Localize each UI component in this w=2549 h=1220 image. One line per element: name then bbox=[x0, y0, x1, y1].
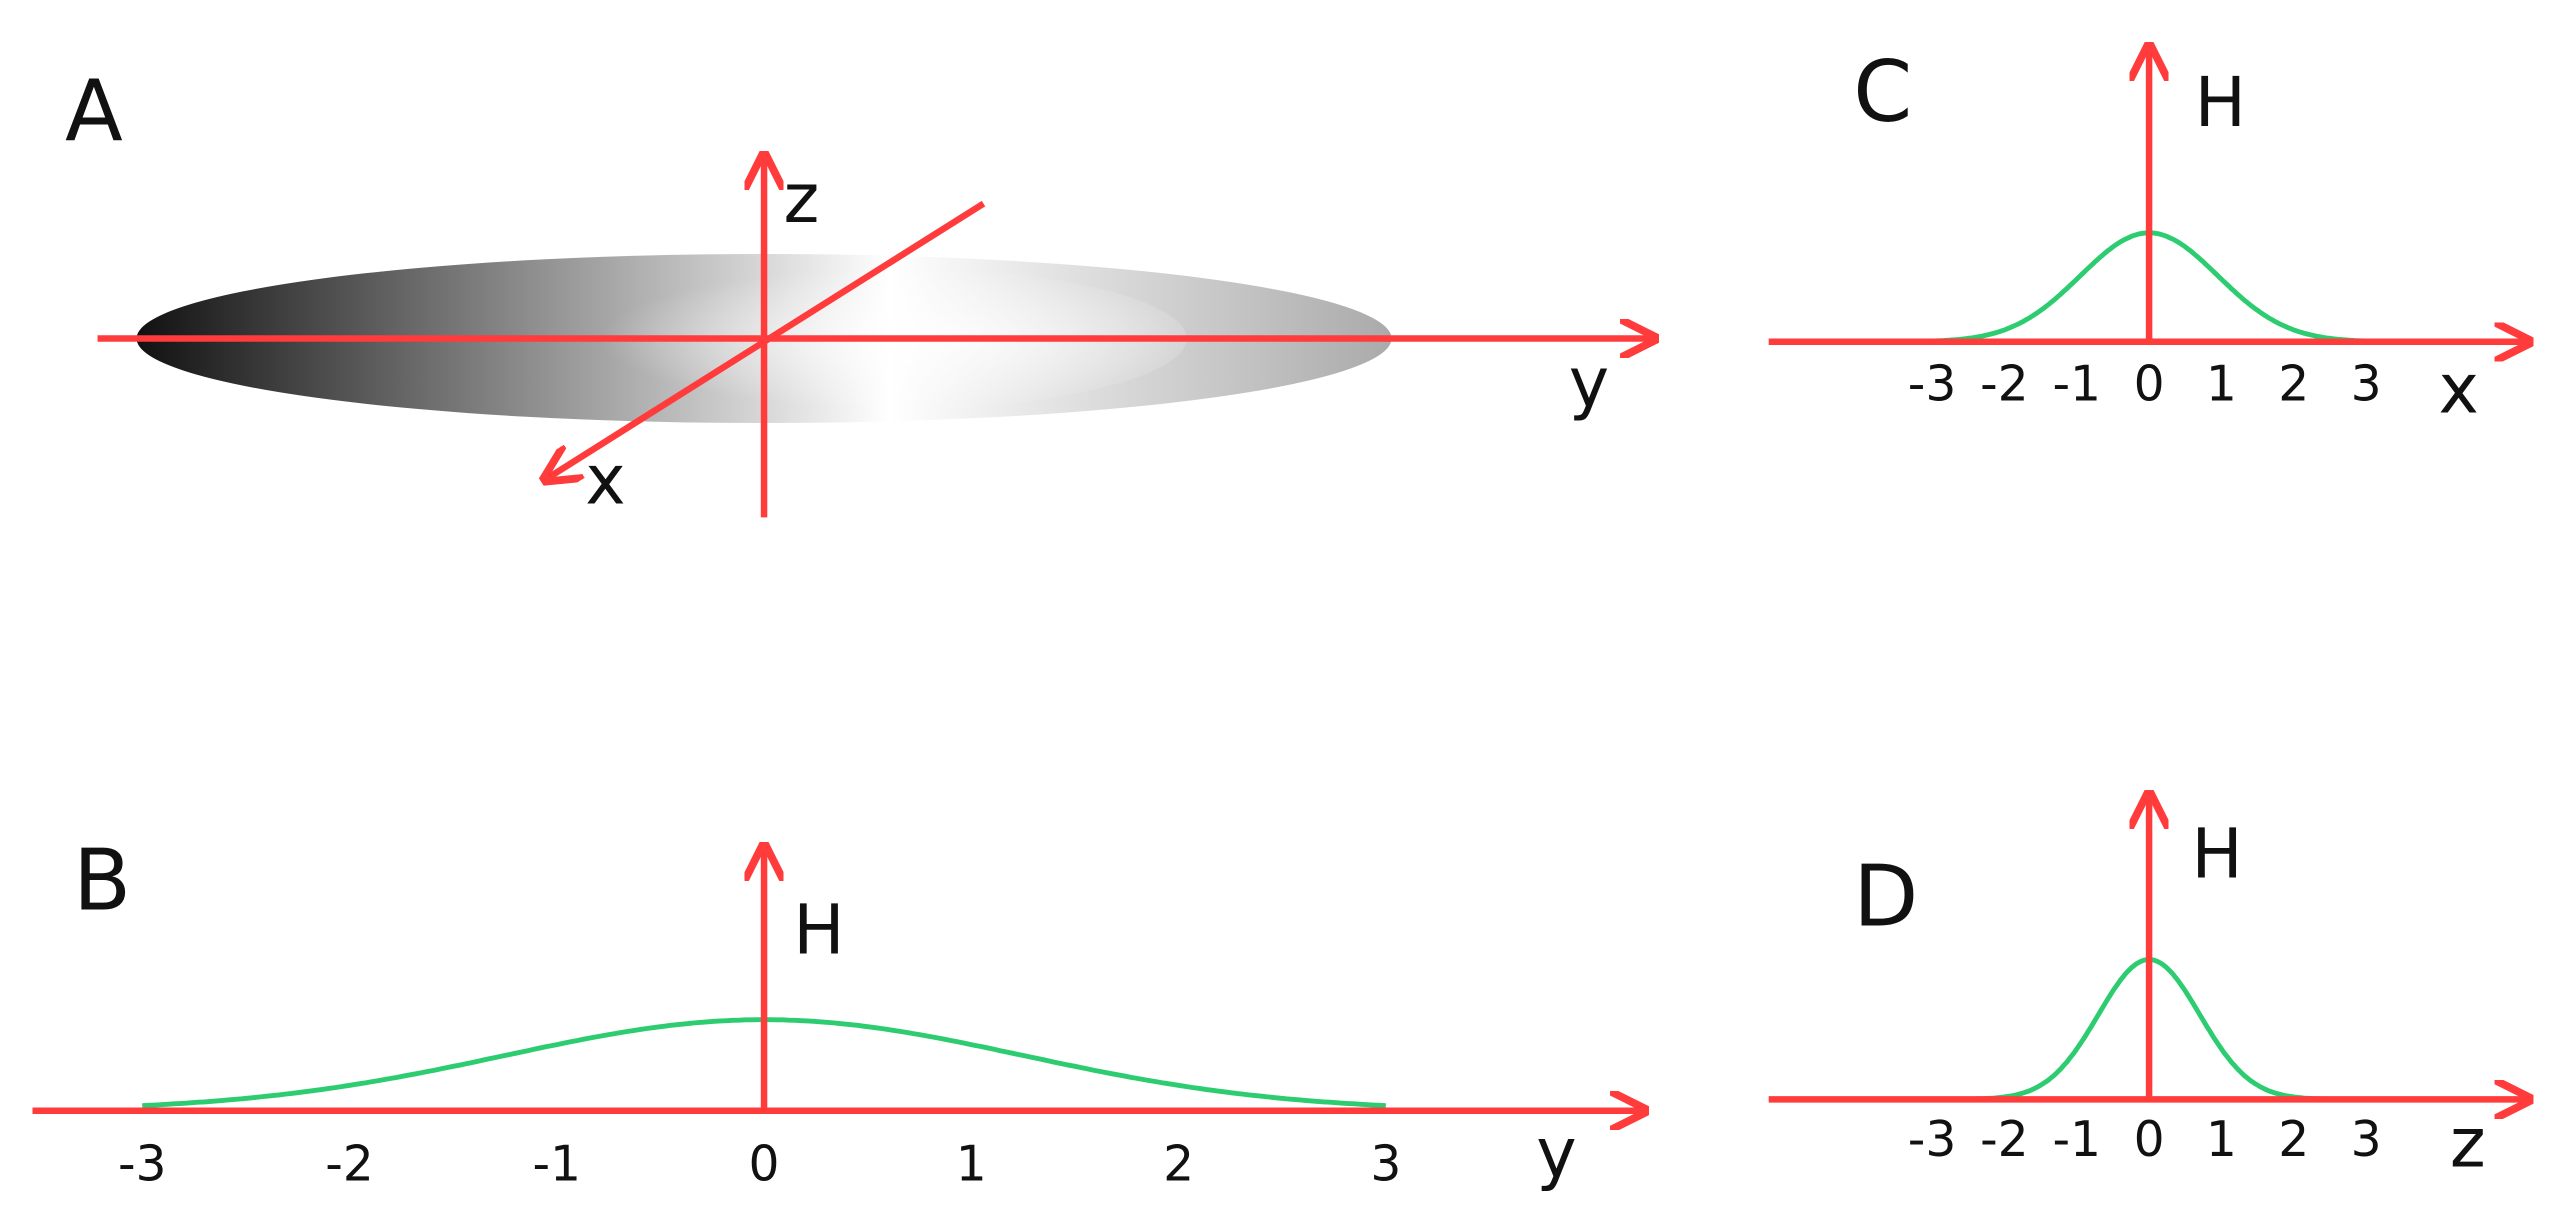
axis-label: x bbox=[2438, 350, 2478, 429]
tick-label: 0 bbox=[2134, 1112, 2165, 1168]
tick-label: 3 bbox=[2351, 356, 2382, 412]
tick-label: 2 bbox=[2278, 1112, 2309, 1168]
axis-label: x bbox=[585, 441, 625, 520]
panel-letter: B bbox=[73, 831, 131, 929]
x-axis bbox=[545, 200, 986, 480]
tick-label: -1 bbox=[2052, 356, 2101, 412]
tick-label: -2 bbox=[1980, 356, 2029, 412]
panel-letter: A bbox=[65, 62, 123, 160]
tick-label: -1 bbox=[2052, 1112, 2101, 1168]
panel-letter: D bbox=[1853, 848, 1918, 946]
tick-label: 3 bbox=[1370, 1137, 1401, 1193]
tick-label: -2 bbox=[1980, 1112, 2029, 1168]
tick-label: 2 bbox=[2278, 356, 2309, 412]
tick-label: -3 bbox=[118, 1137, 167, 1193]
panel-a: A y z x bbox=[65, 62, 1655, 520]
panel-letter: C bbox=[1853, 43, 1912, 141]
tick-label: 3 bbox=[2351, 1112, 2382, 1168]
height-label: H bbox=[2195, 64, 2246, 143]
axis-label: y bbox=[1536, 1114, 1576, 1193]
tick-label: -2 bbox=[325, 1137, 374, 1193]
tick-label: -3 bbox=[1908, 356, 1957, 412]
tick-label: 1 bbox=[2206, 1112, 2237, 1168]
tick-label: 2 bbox=[1163, 1137, 1194, 1193]
plots: BHy-3 -2 -1 0 1 2 3C Hx-3 -2 -1 0 1 2 3D Hz-3 -2 -1 0 1 2 3 bbox=[32, 43, 2530, 1193]
height-label: H bbox=[2191, 815, 2242, 894]
panel: C Hx -3 -2 -1 0 1 2 3 bbox=[1768, 43, 2530, 429]
tick-label: 1 bbox=[956, 1137, 987, 1193]
tick-label: 0 bbox=[749, 1137, 780, 1193]
panel: D Hz -3 -2 -1 0 1 2 3 bbox=[1768, 794, 2530, 1184]
tick-label: -3 bbox=[1908, 1112, 1957, 1168]
axis-label: z bbox=[784, 160, 820, 239]
axis-label: z bbox=[2450, 1105, 2486, 1184]
axis-label: y bbox=[1569, 344, 1609, 423]
tick-label: 0 bbox=[2134, 356, 2165, 412]
tick-label: -1 bbox=[532, 1137, 581, 1193]
tick-label: 1 bbox=[2206, 356, 2237, 412]
panel: B Hy -3 -2 -1 0 1 2 3 bbox=[32, 831, 1646, 1193]
height-label: H bbox=[793, 892, 844, 971]
